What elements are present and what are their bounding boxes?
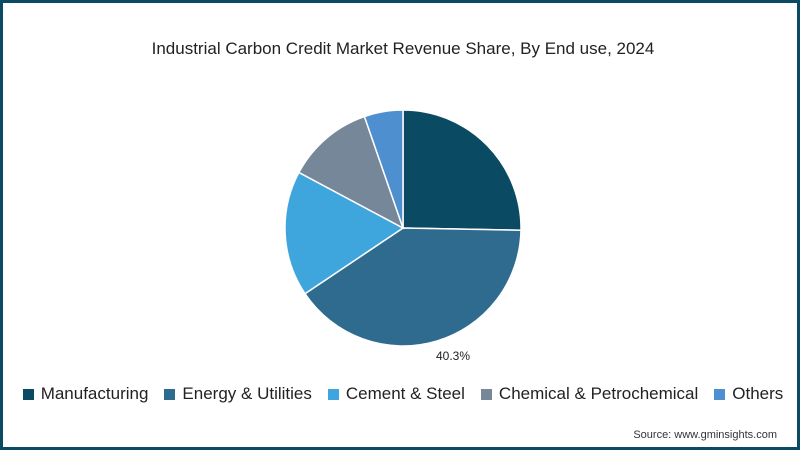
legend-item-others: Others	[714, 384, 783, 404]
legend-label: Cement & Steel	[345, 384, 465, 403]
pie-slice-chemical-petrochemical	[297, 115, 405, 230]
legend-swatch-icon	[22, 388, 34, 400]
pie-slice-others	[363, 109, 404, 229]
pie-slice-cement-steel	[284, 171, 405, 295]
legend-label: Manufacturing	[40, 384, 149, 403]
chart-title: Industrial Carbon Credit Market Revenue …	[151, 39, 655, 58]
source-note: Source: www.gminsights.com	[633, 429, 777, 441]
legend-item-chemical-petrochemical: Chemical & Petrochemical	[480, 384, 699, 404]
legend: Manufacturing Energy & Utilities Cement …	[3, 384, 800, 404]
legend-item-cement-steel: Cement & Steel	[327, 384, 465, 404]
legend-swatch-icon	[327, 388, 339, 400]
legend-label: Chemical & Petrochemical	[498, 384, 699, 403]
pie-slice-energy-utilities	[303, 227, 522, 347]
legend-label: Others	[732, 384, 784, 403]
legend-label: Energy & Utilities	[182, 384, 312, 403]
legend-item-manufacturing: Manufacturing	[22, 384, 149, 404]
legend-item-energy-utilities: Energy & Utilities	[164, 384, 312, 404]
legend-swatch-icon	[164, 388, 176, 400]
legend-swatch-icon	[480, 388, 492, 400]
pie-slice-manufacturing	[402, 109, 522, 231]
energy-utilities-data-label: 40.3%	[436, 349, 471, 363]
pie-chart	[284, 109, 522, 347]
legend-swatch-icon	[714, 388, 726, 400]
